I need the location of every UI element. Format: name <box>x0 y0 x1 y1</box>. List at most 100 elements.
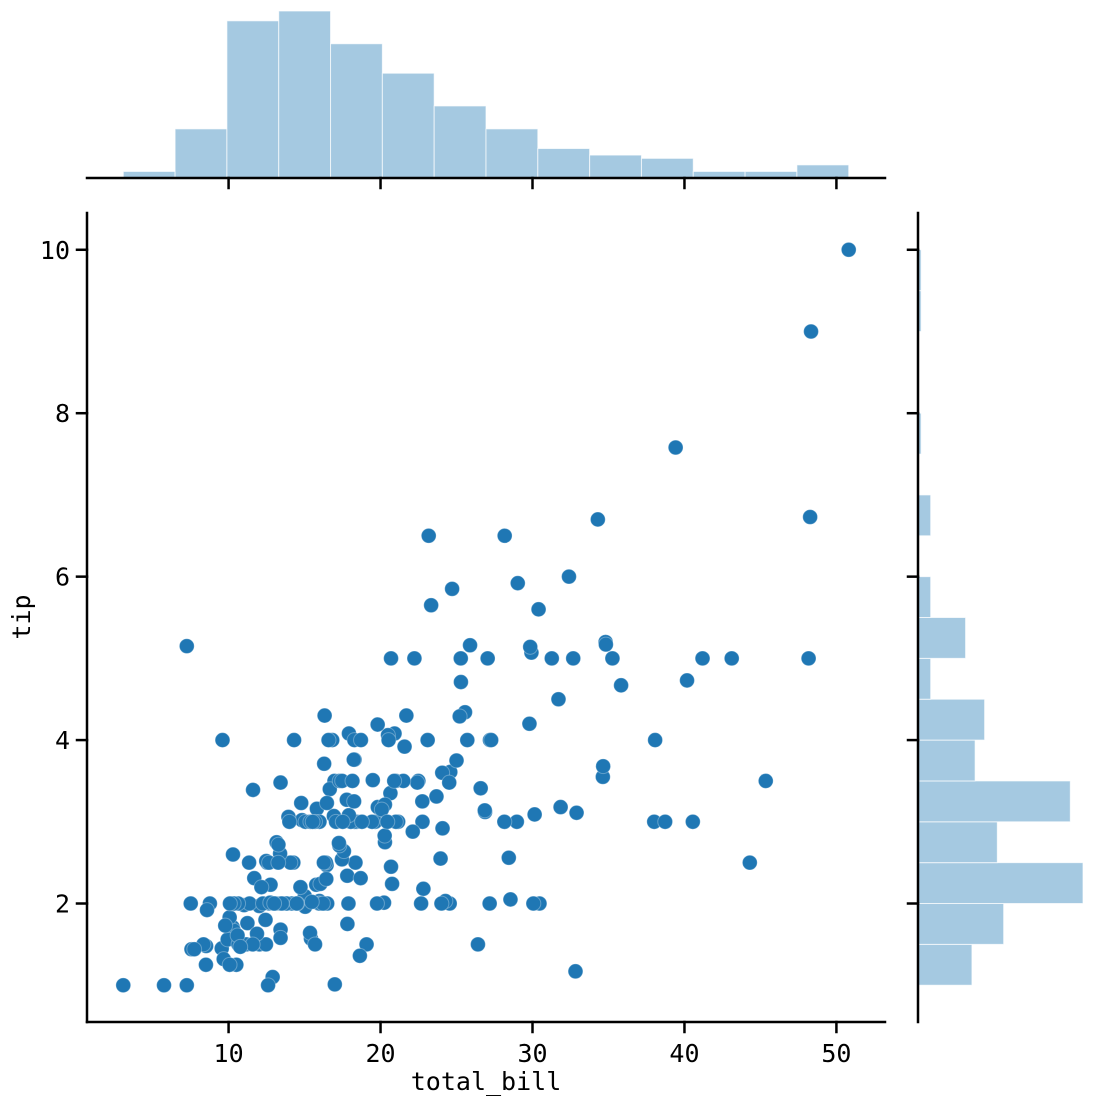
scatter-point <box>347 854 364 871</box>
scatter-point <box>453 674 469 690</box>
scatter-point <box>178 977 195 994</box>
scatter-point <box>115 977 132 994</box>
scatter-point <box>380 732 397 748</box>
scatter-point <box>272 929 289 946</box>
scatter-point <box>406 650 423 667</box>
top-hist-bar <box>278 10 332 179</box>
scatter-point <box>354 813 370 830</box>
scatter-point <box>222 895 238 912</box>
scatter-point <box>326 976 343 993</box>
scatter-point <box>589 511 606 528</box>
scatter-point <box>340 895 357 912</box>
right-hist-bar <box>917 576 932 619</box>
right-hist-bar <box>917 494 932 537</box>
scatter-point <box>182 895 199 912</box>
scatter-point <box>496 813 513 830</box>
scatter-point <box>432 850 449 867</box>
scatter-point <box>345 751 362 768</box>
scatter-point <box>225 846 241 863</box>
x-tick-label: 10 <box>214 1039 244 1068</box>
scatter-point <box>483 732 500 748</box>
scatter-point <box>318 795 335 811</box>
scatter-point <box>270 854 287 871</box>
right-hist-bar <box>917 698 986 741</box>
right-hist-bar <box>917 821 998 864</box>
y-tick-label: 10 <box>40 236 70 265</box>
scatter-point <box>307 936 323 953</box>
scatter-point <box>502 891 519 908</box>
right-hist-bar <box>917 657 932 700</box>
top-hist-bar <box>174 128 228 179</box>
scatter-point <box>667 439 684 456</box>
axes-spines-and-ticks <box>75 176 920 1034</box>
scatter-point <box>679 672 695 689</box>
scatter-point <box>293 795 310 811</box>
scatter-point <box>266 895 283 912</box>
y-axis-label: tip <box>7 594 36 639</box>
top-hist-bar <box>640 157 694 179</box>
scatter-point <box>684 813 701 830</box>
scatter-point <box>415 880 432 897</box>
scatter-point <box>552 799 569 815</box>
scatter-point <box>444 580 461 597</box>
scatter-point <box>500 849 517 866</box>
scatter-point <box>270 836 287 853</box>
scatter-point <box>414 813 431 830</box>
scatter-point <box>292 879 309 896</box>
scatter-point <box>567 963 584 980</box>
scatter-point <box>288 895 305 912</box>
scatter-point <box>452 650 469 667</box>
top-hist-bar <box>381 72 435 179</box>
scatter-point <box>351 947 368 964</box>
x-tick-label: 30 <box>517 1039 547 1068</box>
scatter-point <box>597 636 614 653</box>
scatter-point <box>800 650 817 667</box>
scatter-point <box>214 732 231 748</box>
scatter-point <box>543 650 560 667</box>
scatter-point <box>346 793 362 810</box>
scatter-point <box>741 854 758 871</box>
scatter-point <box>472 780 489 797</box>
scatter-point <box>423 597 440 614</box>
scatter-point <box>315 854 332 871</box>
top-hist-bar <box>589 154 642 179</box>
scatter-point <box>245 782 261 798</box>
x-axis-label: total_bill <box>411 1067 562 1096</box>
scatter-point <box>344 773 361 789</box>
scatter-point <box>525 895 542 912</box>
scatter-point <box>561 568 577 585</box>
scatter-point <box>286 732 302 748</box>
scatter-point <box>414 793 431 810</box>
scatter-point <box>404 823 421 840</box>
scatter-point <box>369 895 385 912</box>
scatter-point <box>396 738 413 755</box>
scatter-point <box>441 774 458 791</box>
scatter-point <box>550 691 567 708</box>
scatter-point <box>156 977 172 994</box>
scatter-point <box>334 813 351 830</box>
right-hist-bar <box>917 780 1071 823</box>
scatter-point <box>198 956 214 973</box>
scatter-point <box>221 956 238 973</box>
scatter-point <box>239 915 256 932</box>
x-tick-label: 50 <box>821 1039 851 1068</box>
scatter-point <box>568 804 585 821</box>
scatter-point <box>376 827 393 844</box>
scatter-point <box>413 895 430 912</box>
y-tick-label: 8 <box>55 399 70 428</box>
scatter-point <box>199 902 215 918</box>
scatter-point <box>481 895 498 912</box>
scatter-point <box>364 772 381 789</box>
scatter-point <box>178 638 195 655</box>
scatter-point <box>386 773 403 789</box>
scatter-point <box>470 936 486 953</box>
joint-scatter <box>115 241 857 994</box>
top-hist-bar <box>537 148 591 179</box>
scatter-point <box>369 716 386 733</box>
scatter-point <box>339 916 356 932</box>
scatter-point <box>433 895 450 912</box>
scatter-point <box>526 806 543 823</box>
top-hist-bar <box>796 164 850 179</box>
scatter-point <box>647 732 664 748</box>
